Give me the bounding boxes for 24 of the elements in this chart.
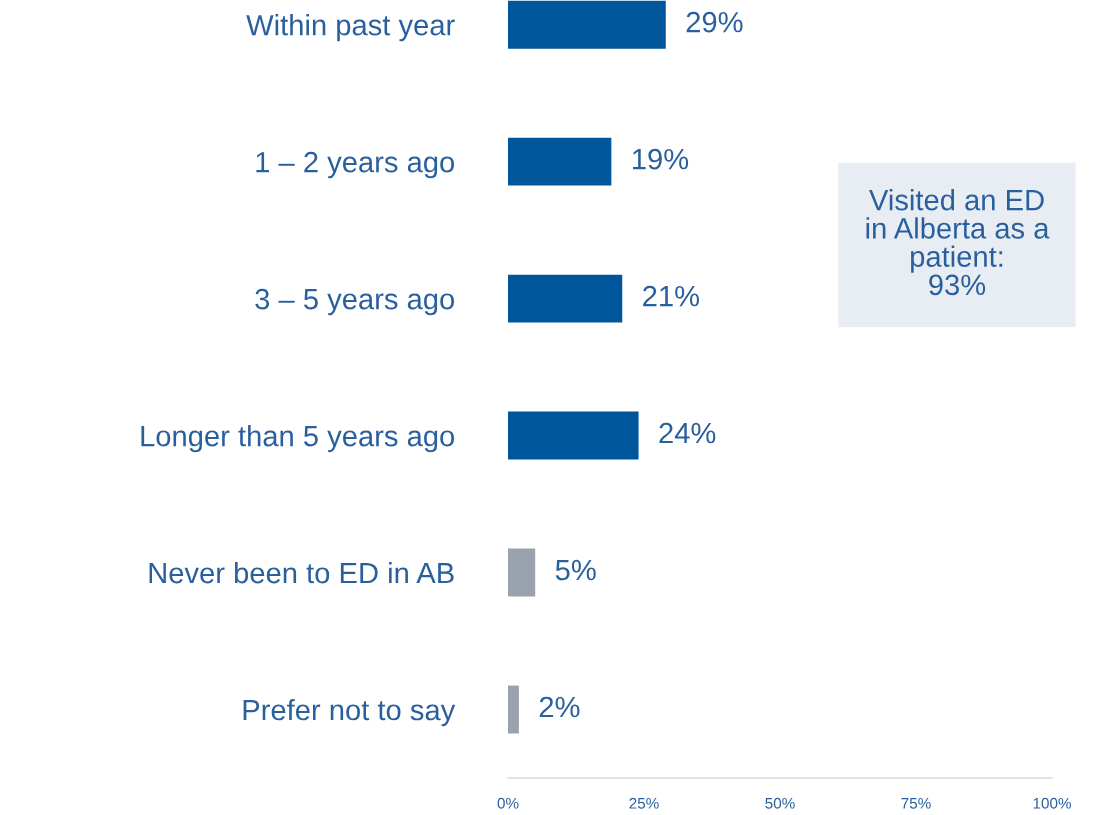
y-tick-label: Longer than 5 years ago [141,425,455,453]
data-label: 5% [555,559,596,581]
y-tick-label: Prefer not to say [243,698,456,727]
bar [508,685,519,734]
data-label: 24% [659,422,716,444]
bar [508,548,536,597]
x-tick-label: 75% [901,797,931,809]
bar [508,0,666,49]
data-label: 29% [686,11,743,33]
y-tick-label: Within past year [246,14,455,42]
data-label: 19% [633,148,689,170]
x-tick-label: 100% [1033,797,1071,809]
data-label: 21% [643,285,700,307]
bar [508,137,612,186]
y-tick-label: Never been to ED in AB [149,561,454,584]
y-tick-label: 3 – 5 years ago [255,288,455,316]
x-tick-label: 50% [765,797,795,809]
y-tick-label: 1 – 2 years ago [256,151,455,179]
annotation: Visited an ED in Alberta as a patient: 93% [866,189,1050,296]
bar [508,411,639,460]
data-label: 2% [539,696,580,718]
x-tick-label: 25% [629,797,659,809]
x-tick-label: 0% [497,797,519,809]
bar [508,274,623,323]
